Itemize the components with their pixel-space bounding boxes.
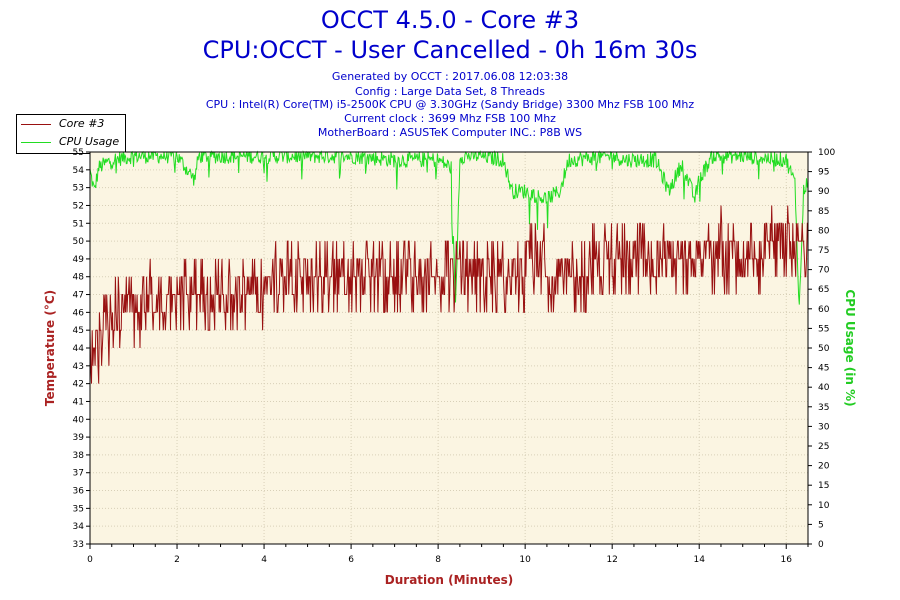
y-tick-label-right: 15 xyxy=(818,481,829,491)
x-tick-label: 8 xyxy=(435,555,441,565)
y-tick-label-left: 39 xyxy=(73,433,85,443)
cpu-usage-series xyxy=(89,150,809,305)
info-generated: Generated by OCCT : 2017.06.08 12:03:38 xyxy=(331,70,569,83)
plot-background xyxy=(90,152,808,544)
y-tick-label-left: 35 xyxy=(73,504,84,514)
y-tick-label-left: 55 xyxy=(73,148,84,158)
y-tick-label-left: 46 xyxy=(73,308,85,318)
y-tick-label-left: 42 xyxy=(73,380,84,390)
y-tick-label-left: 41 xyxy=(73,397,84,407)
y-tick-label-right: 0 xyxy=(818,540,824,550)
info-clock: Current clock : 3699 Mhz FSB 100 Mhz xyxy=(344,112,556,125)
y-tick-label-right: 65 xyxy=(818,285,829,295)
y-tick-label-right: 50 xyxy=(818,344,830,354)
y-tick-label-left: 51 xyxy=(73,219,84,229)
chart-subtitle: CPU:OCCT - User Cancelled - 0h 16m 30s xyxy=(202,36,698,64)
y-tick-label-right: 60 xyxy=(818,305,830,315)
y-tick-label-left: 38 xyxy=(73,451,85,461)
x-tick-label: 12 xyxy=(606,555,617,565)
info-motherboard: MotherBoard : ASUSTeK Computer INC.: P8B… xyxy=(317,126,583,139)
legend: Core #3 CPU Usage xyxy=(16,114,126,154)
x-tick-label: 0 xyxy=(87,555,93,565)
y-tick-label-left: 54 xyxy=(73,166,85,176)
legend-swatch-usage xyxy=(21,142,51,143)
y-tick-label-right: 55 xyxy=(818,324,829,334)
legend-item-core: Core #3 xyxy=(21,116,125,133)
y-tick-label-left: 49 xyxy=(73,255,85,265)
y-tick-label-left: 44 xyxy=(73,344,85,354)
y-tick-label-right: 45 xyxy=(818,364,829,374)
y-tick-label-left: 43 xyxy=(73,362,84,372)
y-tick-label-right: 80 xyxy=(818,226,830,236)
legend-swatch-core xyxy=(21,124,51,125)
legend-label-core: Core #3 xyxy=(59,117,105,130)
x-axis-label: Duration (Minutes) xyxy=(385,573,513,587)
y-tick-label-left: 33 xyxy=(73,540,84,550)
y-axis-label-right: CPU Usage (in %) xyxy=(843,289,857,406)
x-tick-label: 4 xyxy=(261,555,267,565)
y-tick-label-right: 75 xyxy=(818,246,829,256)
y-tick-label-left: 45 xyxy=(73,326,84,336)
y-tick-label-left: 34 xyxy=(73,522,85,532)
axes: 3334353637383940414243444546474849505152… xyxy=(73,148,836,565)
y-tick-label-right: 5 xyxy=(818,520,824,530)
y-tick-label-right: 30 xyxy=(818,422,830,432)
y-tick-label-left: 37 xyxy=(73,469,84,479)
x-tick-label: 2 xyxy=(174,555,180,565)
y-tick-label-left: 52 xyxy=(73,201,84,211)
legend-item-usage: CPU Usage xyxy=(21,134,125,151)
y-tick-label-left: 47 xyxy=(73,291,84,301)
legend-label-usage: CPU Usage xyxy=(59,135,120,148)
y-tick-label-left: 48 xyxy=(73,273,85,283)
y-tick-label-right: 95 xyxy=(818,168,829,178)
y-tick-label-left: 36 xyxy=(73,487,85,497)
y-tick-label-left: 40 xyxy=(73,415,85,425)
chart-title: OCCT 4.5.0 - Core #3 xyxy=(320,6,580,34)
y-tick-label-right: 25 xyxy=(818,442,829,452)
y-tick-label-right: 35 xyxy=(818,403,829,413)
info-cpu: CPU : Intel(R) Core(TM) i5-2500K CPU @ 3… xyxy=(205,98,695,111)
info-config: Config : Large Data Set, 8 Threads xyxy=(355,85,545,98)
y-tick-label-left: 50 xyxy=(73,237,85,247)
x-tick-label: 16 xyxy=(781,555,793,565)
y-tick-label-right: 20 xyxy=(818,462,830,472)
y-tick-label-right: 85 xyxy=(818,207,829,217)
x-tick-label: 10 xyxy=(519,555,531,565)
y-tick-label-right: 90 xyxy=(818,187,830,197)
core-temp-line xyxy=(89,205,808,384)
y-tick-label-right: 10 xyxy=(818,501,830,511)
y-tick-label-left: 53 xyxy=(73,184,84,194)
core-temp-series xyxy=(89,205,808,384)
y-axis-label-left: Temperature (°C) xyxy=(43,290,57,406)
x-tick-label: 6 xyxy=(348,555,354,565)
y-tick-label-right: 100 xyxy=(818,148,835,158)
x-tick-label: 14 xyxy=(693,555,705,565)
cpu-usage-line xyxy=(89,150,809,305)
y-tick-label-right: 70 xyxy=(818,266,830,276)
y-tick-label-right: 40 xyxy=(818,383,830,393)
